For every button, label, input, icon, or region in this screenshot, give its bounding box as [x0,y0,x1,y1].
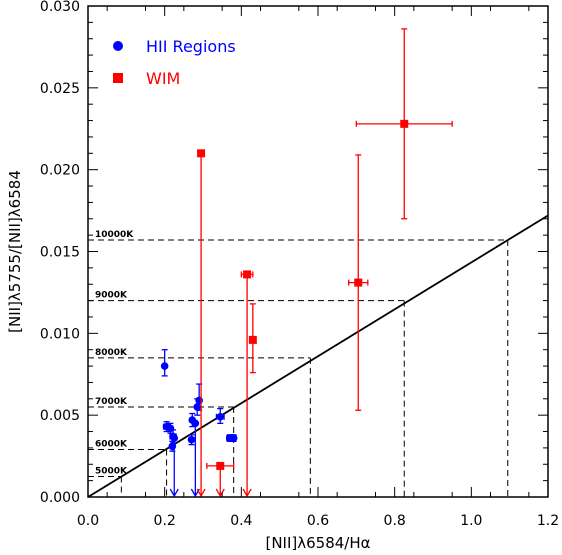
circle-marker [160,362,169,370]
upper-limit-arrow [242,488,252,498]
data-point [229,434,238,443]
legend-square-marker [113,73,123,83]
square-marker [216,461,225,470]
circle-marker [195,396,203,405]
legend: HII Regions WIM [113,37,236,88]
circle-marker [170,434,179,442]
trend-line-group [87,214,549,498]
data-series [160,28,453,498]
series-hii-regions [160,349,238,498]
series-wim [196,28,453,498]
data-point [240,270,254,498]
temperature-label: 6000K [95,440,128,450]
upper-limit-arrow [215,488,225,498]
temperature-label: 7000K [95,397,128,407]
square-marker [354,278,363,287]
legend-item: HII Regions [113,37,236,56]
square-marker [400,119,409,128]
legend-label: HII Regions [146,37,236,56]
circle-marker [216,413,225,421]
x-tick-label: 0.2 [154,513,176,529]
x-tick-label: 1.2 [537,513,559,529]
data-point [160,349,169,377]
x-tick-label: 0.8 [384,513,406,529]
y-tick-label: 0.030 [40,0,80,15]
x-axis-title: [NII]λ6584/Hα [265,534,370,552]
x-tick-label: 0.4 [230,513,252,529]
legend-circle-marker [113,41,123,51]
data-point [169,434,179,498]
square-marker [197,149,206,158]
data-point [196,149,206,498]
axes: 0.0 0.2 0.4 0.6 0.8 1.0 1.2 0.000 0.005 0.010 0.01… [40,0,559,529]
trend-line [87,214,549,498]
y-tick-label: 0.005 [40,408,80,424]
y-tick-label: 0.000 [40,490,80,506]
data-point [348,154,369,411]
data-point [355,28,453,220]
legend-label: WIM [146,69,180,88]
x-tick-label: 0.6 [307,513,329,529]
temperature-label: 9000K [95,291,128,301]
y-tick-label: 0.010 [40,326,80,342]
circle-marker [191,419,200,428]
data-point [190,419,200,498]
circle-marker [187,435,196,444]
x-tick-label: 0.0 [77,513,99,529]
y-tick-label: 0.020 [40,163,80,179]
upper-limit-arrow [169,488,179,498]
data-point [206,461,235,498]
square-marker [243,270,252,279]
legend-item: WIM [113,69,180,88]
y-tick-label: 0.025 [40,81,80,97]
y-axis-title: [NII]λ5755/[NII]λ6584 [6,170,24,333]
temperature-reference-lines: 5000K 6000K 7000K 8000K 9000K 10000K [88,230,509,497]
data-point [248,303,257,374]
square-marker [248,335,257,344]
temperature-label: 10000K [95,230,134,240]
upper-limit-arrow [196,488,206,498]
circle-marker [229,434,238,442]
x-tick-label: 1.0 [460,513,482,529]
temperature-label: 8000K [95,348,128,358]
y-tick-label: 0.015 [40,245,80,261]
temperature-label: 5000K [95,467,128,477]
data-point [187,434,196,446]
data-point [215,407,225,425]
